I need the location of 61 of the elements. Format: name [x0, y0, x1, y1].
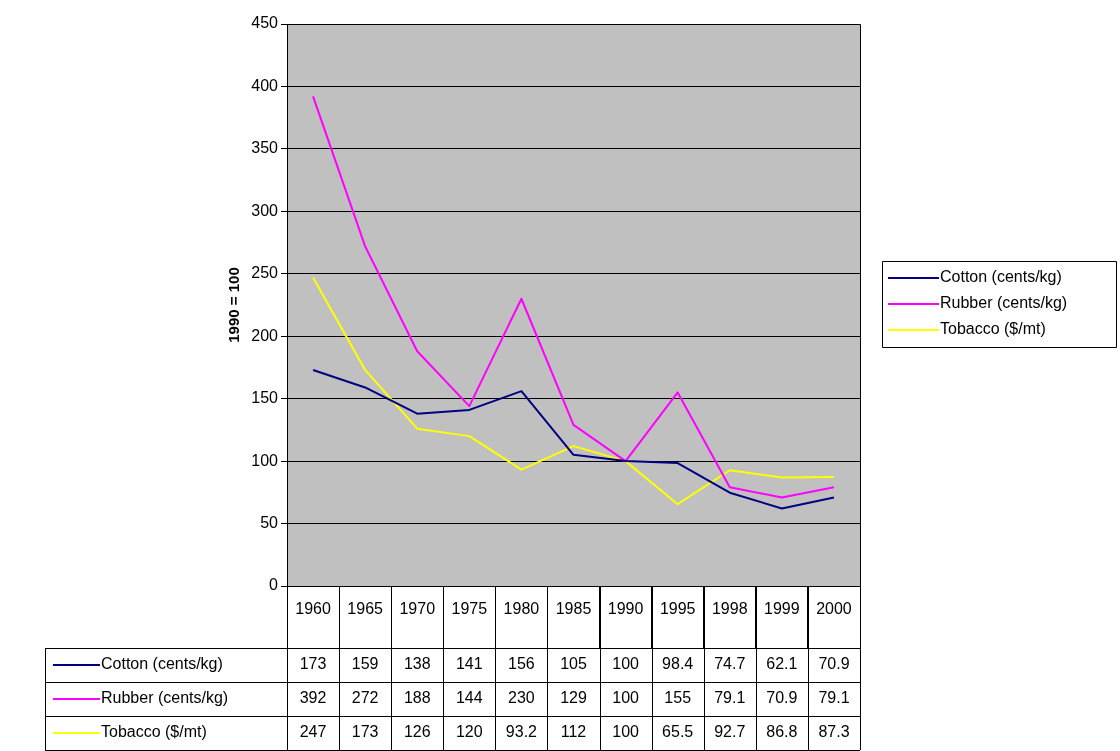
data-label: 188 [403, 689, 431, 707]
x-tick-label: 1985 [555, 600, 592, 618]
data-label: 100 [612, 655, 640, 673]
x-tick-label: 1970 [399, 600, 436, 618]
data-label: 155 [664, 689, 692, 707]
x-tick-label: 1998 [711, 600, 748, 618]
data-label: 159 [351, 655, 379, 673]
y-tick-label: 0 [269, 576, 279, 594]
x-tick-label: 2000 [816, 600, 852, 618]
data-label: 100 [612, 689, 640, 707]
data-label: 86.8 [766, 723, 798, 741]
data-label: 129 [560, 689, 587, 707]
y-axis-title: 1990 = 100 [225, 267, 243, 343]
x-tick-label: 1990 [607, 600, 644, 618]
data-label: 230 [508, 689, 535, 707]
data-label: 392 [299, 689, 327, 707]
y-tick-label: 450 [251, 14, 279, 32]
legend-label: Rubber (cents/kg) [940, 294, 1068, 312]
text: Tobacco ($/mt) [101, 723, 207, 741]
data-label: 93.2 [505, 723, 538, 741]
y-tick-label: 200 [251, 326, 279, 344]
data-label: 173 [351, 723, 379, 741]
data-label: 74.7 [714, 655, 746, 673]
data-label: 272 [351, 689, 379, 707]
y-tick-label: 350 [251, 139, 279, 157]
y-tick-label: 300 [251, 201, 279, 219]
data-label: 173 [299, 655, 327, 673]
text: Rubber (cents/kg) [101, 689, 229, 707]
data-label: 100 [612, 723, 640, 741]
data-label: 92.7 [714, 723, 746, 741]
x-tick-label: 1999 [764, 600, 800, 618]
x-tick-label: 1995 [659, 600, 696, 618]
data-label: 98.4 [662, 655, 694, 673]
data-label: 70.9 [766, 689, 798, 707]
y-tick-label: 100 [251, 451, 279, 469]
x-tick-label: 1960 [295, 600, 331, 618]
y-tick-label: 50 [260, 513, 279, 531]
data-label: 247 [299, 723, 327, 741]
data-label: 105 [560, 655, 587, 673]
data-label: 138 [403, 655, 431, 673]
data-label: 79.1 [714, 689, 746, 707]
data-label: 144 [455, 689, 483, 707]
y-tick-label: 250 [251, 264, 279, 282]
x-tick-label: 1965 [347, 600, 384, 618]
x-tick-label: 1975 [451, 600, 488, 618]
data-label: 126 [403, 723, 431, 741]
data-label: 70.9 [818, 655, 850, 673]
data-label: 120 [455, 723, 483, 741]
data-label: 141 [455, 655, 483, 673]
legend-label: Cotton (cents/kg) [940, 268, 1062, 286]
text: Cotton (cents/kg) [101, 655, 223, 673]
data-label: 65.5 [662, 723, 694, 741]
y-tick-label: 400 [251, 76, 279, 94]
data-label: 87.3 [818, 723, 850, 741]
y-tick-label: 150 [251, 389, 279, 407]
data-label: 112 [560, 723, 587, 741]
data-label: 79.1 [818, 689, 850, 707]
data-label: 62.1 [766, 655, 798, 673]
x-tick-label: 1980 [503, 600, 540, 618]
data-label: 156 [508, 655, 535, 673]
legend-label: Tobacco ($/mt) [940, 320, 1046, 338]
